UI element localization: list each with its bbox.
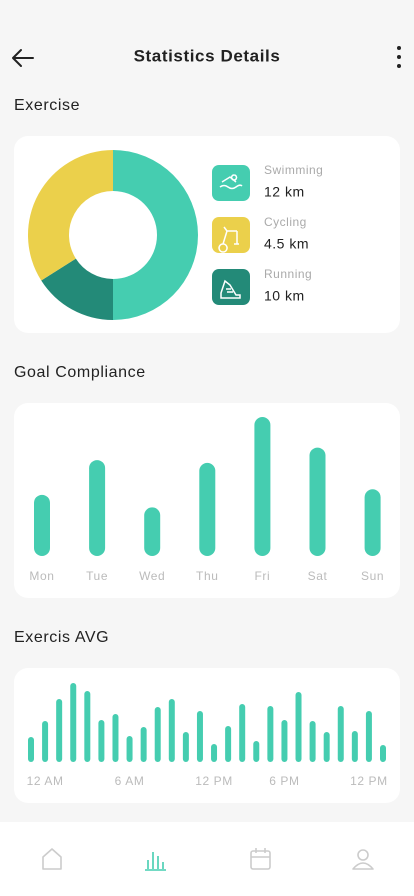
x-tick-label: 12 PM <box>195 774 233 788</box>
legend-icon <box>220 279 241 299</box>
bar <box>267 706 274 762</box>
donut-slice <box>113 150 198 320</box>
section-title: Goal Compliance <box>14 364 146 381</box>
bar <box>295 692 302 762</box>
bar <box>337 706 344 762</box>
bar <box>34 494 50 556</box>
bar <box>126 736 133 762</box>
section-title: Exercis AVG <box>14 629 109 646</box>
bar-chart: Mon Tue Wed Thu Fri Sat Sun <box>29 417 384 583</box>
bar <box>42 721 49 762</box>
bar <box>253 741 260 762</box>
bar <box>56 699 63 762</box>
bar <box>323 732 330 762</box>
bar <box>364 489 381 556</box>
bar <box>365 711 372 762</box>
back-button[interactable] <box>12 49 34 67</box>
x-tick-label: 6 AM <box>115 774 145 788</box>
nav-profile[interactable] <box>352 849 374 870</box>
bar-chart: 12 AM 6 AM 12 PM 6 PM 12 PM <box>27 683 388 788</box>
bar <box>380 745 386 762</box>
bar <box>211 744 218 762</box>
x-tick-label: 12 AM <box>27 774 64 788</box>
x-tick-label: Thu <box>196 569 218 583</box>
legend-label: Cycling <box>264 215 307 229</box>
legend-label: Running <box>264 267 312 281</box>
x-tick-label: 6 PM <box>269 774 299 788</box>
bar <box>225 726 232 762</box>
bar <box>281 720 288 762</box>
bar <box>140 727 147 762</box>
x-tick-label: 12 PM <box>350 774 388 788</box>
bar <box>168 699 175 762</box>
nav-calendar[interactable] <box>250 848 271 870</box>
bar <box>28 737 34 762</box>
legend-icon <box>218 226 239 253</box>
bar <box>254 417 271 556</box>
legend-value: 12 km <box>264 184 305 200</box>
x-tick-label: Sun <box>361 569 384 583</box>
legend-value: 10 km <box>264 288 305 304</box>
bar <box>89 460 106 556</box>
bar <box>70 683 77 762</box>
legend-value: 4.5 km <box>264 236 309 252</box>
bar <box>351 731 358 762</box>
bar <box>309 447 326 556</box>
legend-icon <box>219 174 243 190</box>
legend-icon-bg <box>212 165 250 201</box>
donut-slice <box>41 258 113 320</box>
bar <box>112 714 119 762</box>
nav-home[interactable] <box>42 848 62 870</box>
x-tick-label: Sat <box>308 569 328 583</box>
bar <box>98 720 105 762</box>
legend-label: Swimming <box>264 163 323 177</box>
bar <box>239 704 246 762</box>
bar <box>154 707 161 762</box>
menu-button[interactable] <box>397 46 401 68</box>
donut-chart <box>28 150 198 320</box>
x-tick-label: Fri <box>255 569 271 583</box>
bar <box>196 711 203 762</box>
bar <box>199 462 216 556</box>
page-title: Statistics Details <box>134 46 281 65</box>
x-tick-label: Tue <box>86 569 108 583</box>
x-tick-label: Mon <box>29 569 54 583</box>
nav-stats[interactable] <box>145 852 166 871</box>
legend: Swimming 12 km Cycling 4.5 km Running 10 km <box>212 163 323 305</box>
bar <box>84 691 91 762</box>
bottom-nav <box>0 822 414 896</box>
donut-slice <box>28 150 114 281</box>
legend-icon-bg <box>212 217 250 253</box>
bar <box>182 732 189 762</box>
x-tick-label: Wed <box>139 569 165 583</box>
bar <box>144 507 161 556</box>
section-title: Exercise <box>14 97 80 114</box>
bar <box>309 721 316 762</box>
card <box>14 668 400 803</box>
